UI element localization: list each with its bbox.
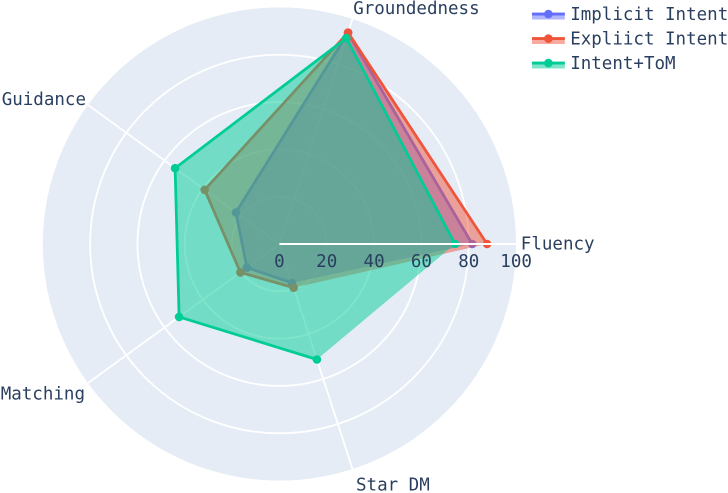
svg-text:Matching: Matching [1, 385, 85, 405]
svg-text:Expliict Intent: Expliict Intent [570, 30, 728, 50]
svg-text:0: 0 [274, 252, 285, 272]
svg-text:20: 20 [316, 252, 337, 272]
svg-text:100: 100 [500, 252, 532, 272]
svg-text:Intent+ToM: Intent+ToM [570, 54, 675, 74]
svg-text:Guidance: Guidance [2, 90, 86, 110]
svg-text:Implicit Intent: Implicit Intent [570, 5, 728, 25]
svg-text:60: 60 [411, 252, 432, 272]
svg-text:Fluency: Fluency [521, 235, 595, 255]
svg-text:80: 80 [458, 252, 479, 272]
svg-text:Groundedness: Groundedness [353, 0, 479, 19]
svg-text:Star DM: Star DM [356, 475, 430, 493]
svg-text:40: 40 [364, 252, 385, 272]
